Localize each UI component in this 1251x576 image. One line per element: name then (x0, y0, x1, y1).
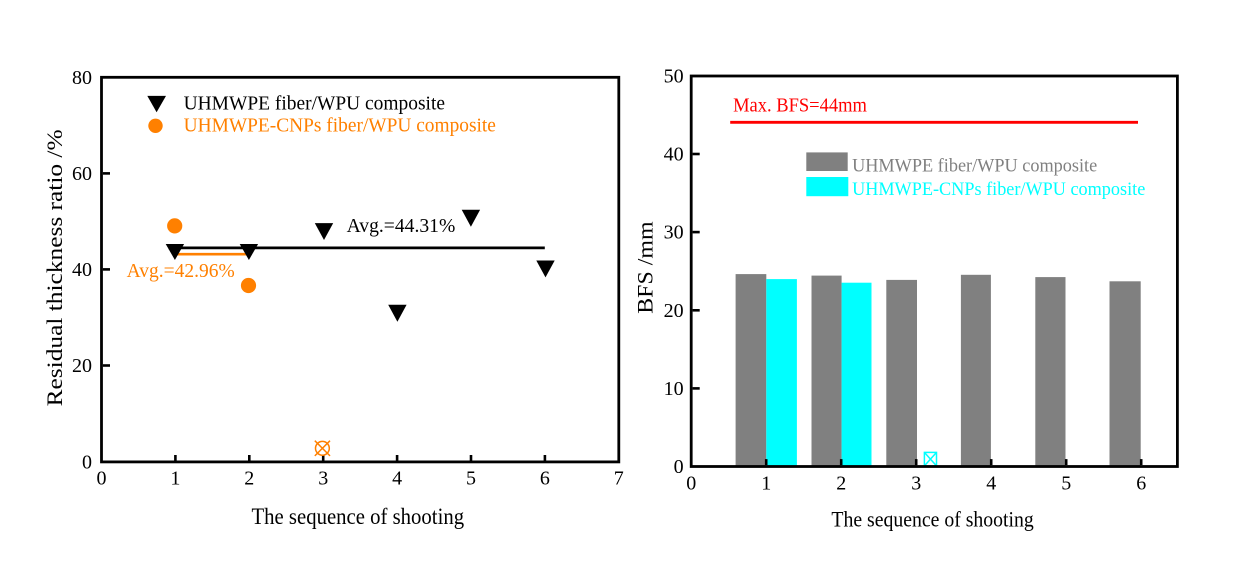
svg-text:6: 6 (540, 468, 550, 490)
svg-text:Avg.=42.96%: Avg.=42.96% (127, 260, 235, 282)
svg-text:3: 3 (318, 468, 328, 490)
svg-text:UHMWPE fiber/WPU composite: UHMWPE fiber/WPU composite (852, 155, 1097, 176)
svg-text:Residual thickness ratio /%: Residual thickness ratio /% (42, 129, 67, 406)
svg-text:2: 2 (244, 468, 254, 490)
svg-text:6: 6 (1136, 472, 1146, 494)
svg-text:0: 0 (674, 456, 684, 478)
svg-text:BFS /mm: BFS /mm (632, 221, 657, 313)
svg-text:20: 20 (664, 300, 684, 322)
svg-text:40: 40 (72, 259, 92, 281)
svg-text:UHMWPE-CNPs fiber/WPU composit: UHMWPE-CNPs fiber/WPU composite (852, 179, 1145, 200)
svg-text:Avg.=44.31%: Avg.=44.31% (347, 215, 456, 237)
svg-text:Max. BFS=44mm: Max. BFS=44mm (733, 95, 867, 117)
svg-text:1: 1 (170, 468, 180, 490)
svg-text:0: 0 (82, 451, 92, 473)
svg-text:0: 0 (686, 472, 696, 494)
svg-text:4: 4 (392, 468, 402, 490)
svg-text:80: 80 (72, 67, 92, 89)
svg-text:60: 60 (72, 163, 92, 185)
svg-text:20: 20 (72, 355, 92, 377)
svg-text:3: 3 (911, 472, 921, 494)
svg-text:UHMWPE-CNPs fiber/WPU composit: UHMWPE-CNPs fiber/WPU composite (184, 115, 496, 137)
svg-text:50: 50 (664, 66, 684, 88)
svg-text:10: 10 (664, 378, 684, 400)
svg-text:30: 30 (664, 222, 684, 244)
svg-text:The sequence of shooting: The sequence of shooting (251, 504, 464, 529)
svg-text:2: 2 (836, 472, 846, 494)
svg-text:The sequence of shooting: The sequence of shooting (831, 507, 1033, 532)
svg-text:UHMWPE fiber/WPU composite: UHMWPE fiber/WPU composite (184, 93, 446, 115)
svg-text:7: 7 (614, 468, 624, 490)
svg-text:40: 40 (664, 144, 684, 166)
svg-text:0: 0 (97, 468, 107, 490)
svg-text:1: 1 (761, 472, 771, 494)
svg-text:4: 4 (986, 472, 996, 494)
svg-text:5: 5 (1061, 472, 1071, 494)
svg-text:5: 5 (466, 468, 476, 490)
